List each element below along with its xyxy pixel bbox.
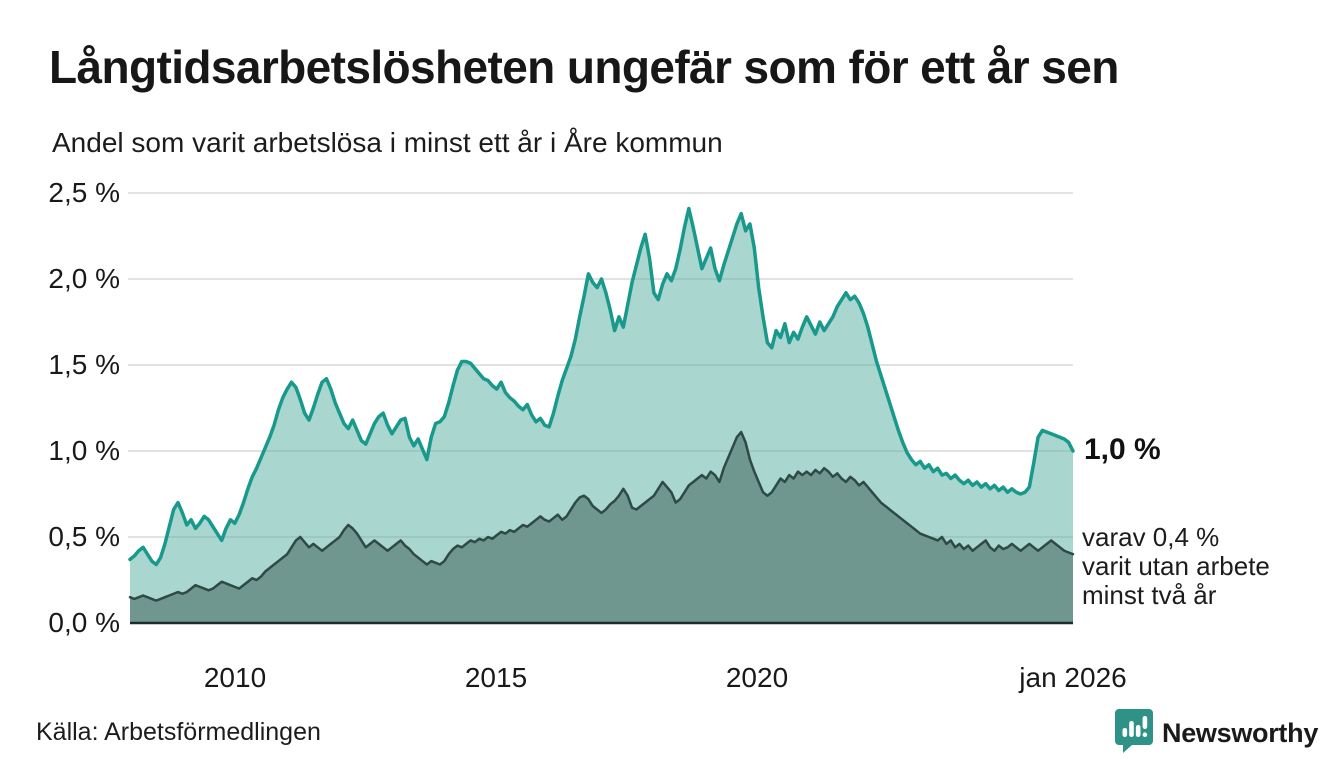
x-axis-tick-2010: 2010 xyxy=(203,662,267,693)
two-year-value-label: varav 0,4 % varit utan arbete minst två … xyxy=(1082,523,1270,610)
newsworthy-brand: Newsworthy xyxy=(1114,708,1318,759)
y-axis-tick-2-5: 2,5 % xyxy=(48,177,120,208)
source-attribution: Källa: Arbetsförmedlingen xyxy=(36,718,321,746)
y-axis-tick-1-5: 1,5 % xyxy=(48,349,120,380)
two-year-value-line2: varit utan arbete xyxy=(1082,551,1270,581)
newsworthy-logo-icon xyxy=(1114,708,1154,759)
y-axis-tick-2-0: 2,0 % xyxy=(48,263,120,294)
y-axis-tick-0-5: 0,5 % xyxy=(48,521,120,552)
latest-value-label: 1,0 % xyxy=(1084,433,1161,466)
y-axis-tick-1-0: 1,0 % xyxy=(48,435,120,466)
x-axis-tick-jan-2026: jan 2026 xyxy=(1019,662,1127,693)
newsworthy-brand-name: Newsworthy xyxy=(1162,718,1319,748)
two-year-value-line3: minst två år xyxy=(1082,580,1217,610)
y-axis-tick-0-0: 0,0 % xyxy=(48,607,120,638)
page-title: Långtidsarbetslösheten ungefär som för e… xyxy=(49,41,1119,93)
x-axis-tick-2020: 2020 xyxy=(725,662,789,693)
two-year-value-line1: varav 0,4 % xyxy=(1082,522,1220,552)
x-axis-tick-2015: 2015 xyxy=(464,662,528,693)
chart-subtitle: Andel som varit arbetslösa i minst ett å… xyxy=(52,127,723,158)
